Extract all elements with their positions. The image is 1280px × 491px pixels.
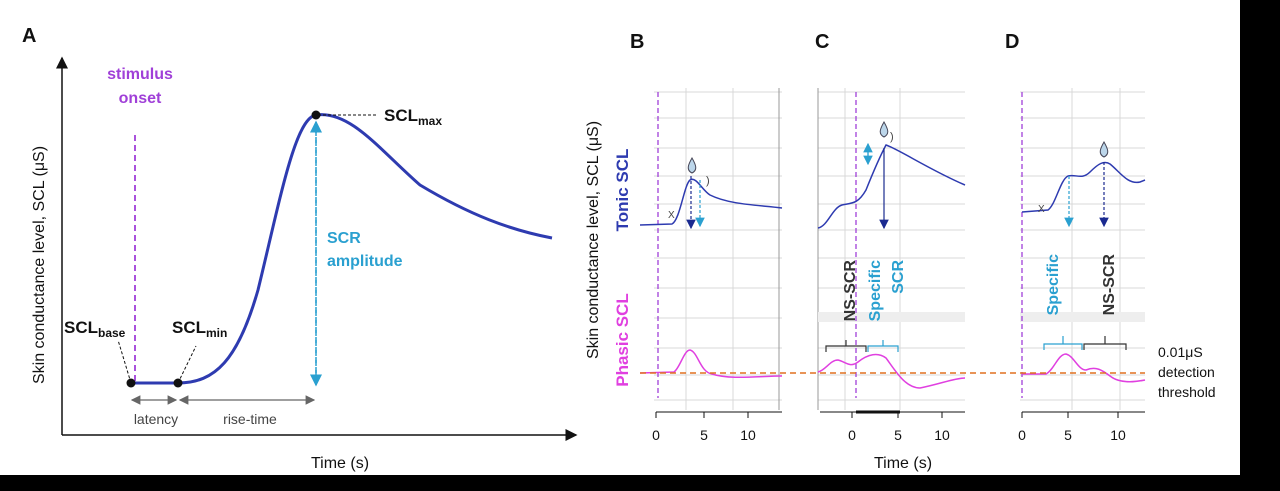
panel-c-letter: C bbox=[815, 31, 829, 53]
panel-b-tick-0: 0 bbox=[652, 427, 660, 443]
latency-label: latency bbox=[134, 411, 178, 427]
panel-a-xlabel: Time (s) bbox=[311, 455, 369, 472]
panel-c-tick-0: 0 bbox=[848, 427, 856, 443]
panel-c-specific-bracket bbox=[867, 340, 899, 352]
scl-base-leader bbox=[117, 339, 132, 384]
panel-d-specific-label: Specific bbox=[1045, 254, 1062, 315]
scl-base-label: SCLbase bbox=[64, 318, 126, 340]
scl-max-point bbox=[311, 110, 321, 120]
panel-d-tick-5: 5 bbox=[1064, 427, 1072, 443]
panel-b-drop-icon bbox=[687, 156, 697, 174]
panel-c-specific-label-line1: Specific bbox=[867, 260, 884, 321]
scl-min-label: SCLmin bbox=[172, 318, 227, 340]
figure-canvas: A Skin conductance level, SCL (μS) Time … bbox=[22, 25, 1216, 472]
panel-b-tonic-curve bbox=[639, 178, 783, 226]
scr-curve bbox=[131, 113, 553, 385]
scr-amplitude-line2: amplitude bbox=[327, 253, 403, 270]
panel-b-tick-5: 5 bbox=[700, 427, 708, 443]
threshold-label-line1: 0.01μS bbox=[1158, 344, 1203, 360]
panel-c-xlabel: Time (s) bbox=[874, 455, 932, 472]
panel-b-phasic-curve bbox=[639, 349, 783, 379]
panel-d-drop-icon bbox=[1099, 140, 1109, 158]
stimulus-label-line1: stimulus bbox=[107, 66, 173, 83]
panel-d-letter: D bbox=[1005, 31, 1019, 53]
scl-min-leader bbox=[177, 345, 197, 384]
panel-b-letter: B bbox=[630, 31, 644, 53]
panel-c-tick-10: 10 bbox=[934, 427, 950, 443]
panel-c-drop-icon bbox=[879, 120, 889, 138]
bottom-bar bbox=[0, 475, 1280, 491]
threshold-label-line2: detection bbox=[1158, 364, 1215, 380]
figure: A Skin conductance level, SCL (μS) Time … bbox=[0, 0, 1240, 491]
panel-a: A Skin conductance level, SCL (μS) Time … bbox=[22, 25, 578, 472]
panel-d-phasic-curve bbox=[1022, 353, 1146, 383]
panel-a-letter: A bbox=[22, 25, 36, 47]
panel-d-tonic-curve bbox=[1021, 161, 1146, 213]
panel-d-band bbox=[1020, 312, 1145, 322]
panel-c-ns-scr-bracket bbox=[825, 340, 867, 352]
panel-a-ylabel: Skin conductance level, SCL (μS) bbox=[31, 146, 48, 384]
panel-c-grid bbox=[817, 88, 965, 410]
panel-c-paren-mark: ) bbox=[890, 131, 894, 143]
panel-c-band bbox=[818, 312, 965, 322]
panel-b: B X ) 0 5 10 bbox=[630, 31, 783, 443]
rise-time-label: rise-time bbox=[223, 411, 277, 427]
panel-d-x-mark: X bbox=[1038, 204, 1045, 215]
panel-d-ns-scr-bracket bbox=[1083, 336, 1127, 350]
panel-d-ns-scr-label: NS-SCR bbox=[1101, 254, 1118, 316]
phasic-label: Phasic SCL bbox=[613, 293, 632, 387]
panel-c-ns-scr-label: NS-SCR bbox=[842, 260, 859, 322]
scr-amplitude-line1: SCR bbox=[327, 230, 361, 247]
panel-d-tick-0: 0 bbox=[1018, 427, 1026, 443]
panel-b-x-mark: X bbox=[668, 210, 675, 221]
panel-c: C ) NS-SCR Specific SCR 0 5 10 Time ( bbox=[815, 31, 966, 472]
threshold-label-line3: threshold bbox=[1158, 384, 1216, 400]
panel-b-grid bbox=[654, 88, 782, 410]
scl-max-label: SCLmax bbox=[384, 106, 442, 128]
panel-d-tick-10: 10 bbox=[1110, 427, 1126, 443]
panel-d-grid bbox=[1020, 88, 1145, 410]
panel-c-phasic-curve bbox=[817, 353, 966, 389]
panel-d-specific-bracket bbox=[1043, 336, 1083, 350]
panel-c-specific-label-line2: SCR bbox=[890, 260, 907, 294]
panel-b-paren-mark: ) bbox=[706, 175, 710, 187]
tonic-label: Tonic SCL bbox=[613, 149, 632, 232]
panel-c-tick-5: 5 bbox=[894, 427, 902, 443]
stimulus-label-line2: onset bbox=[119, 90, 162, 107]
panel-d: D X Specific NS-SCR 0 5 10 bbox=[1005, 31, 1146, 443]
shared-ylabel: Skin conductance level, SCL (μS) bbox=[585, 121, 602, 359]
panel-b-tick-10: 10 bbox=[740, 427, 756, 443]
panel-c-tonic-curve bbox=[817, 144, 966, 229]
